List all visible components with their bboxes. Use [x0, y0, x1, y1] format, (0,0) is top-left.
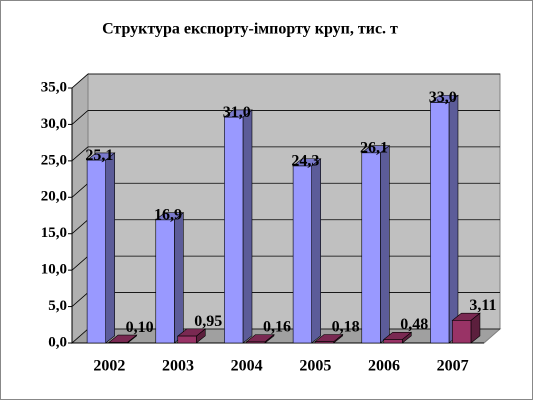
- bar-side: [380, 145, 390, 344]
- y-tick-label: 25,0: [41, 152, 67, 168]
- bar: [430, 102, 450, 344]
- value-label: 25,1: [85, 147, 113, 164]
- y-tick-label: 5,0: [48, 298, 67, 314]
- bar: [86, 159, 106, 344]
- value-label: 0,95: [194, 313, 222, 330]
- bar-side: [174, 212, 184, 344]
- grid-line-side: [71, 182, 89, 198]
- bar-side: [448, 94, 459, 344]
- chart-title: Структура експорту-імпорту круп, тис. т: [102, 21, 398, 38]
- y-tick-label: 10,0: [41, 262, 67, 278]
- bar: [314, 341, 334, 344]
- value-label: 33,0: [429, 89, 457, 106]
- bar: [383, 339, 403, 344]
- x-tick-label: 2002: [93, 358, 125, 375]
- x-tick-label: 2007: [437, 358, 469, 375]
- value-label: 31,0: [223, 104, 251, 121]
- grid-line-side: [71, 73, 89, 89]
- value-label: 24,3: [291, 153, 319, 170]
- bar: [177, 335, 197, 344]
- x-tick-label: 2005: [299, 358, 331, 375]
- value-label: 0,10: [126, 319, 154, 336]
- value-label: 0,18: [332, 318, 360, 335]
- y-tick-label: 20,0: [41, 189, 67, 205]
- grid-line-side: [71, 292, 89, 307]
- grid-line-side: [71, 146, 89, 162]
- bar-side: [105, 152, 115, 344]
- value-label: 26,1: [360, 140, 388, 157]
- bar: [361, 152, 381, 344]
- bar: [292, 165, 312, 344]
- x-tick-label: 2003: [162, 358, 194, 375]
- bar: [246, 341, 266, 344]
- y-tick-label: 15,0: [41, 225, 67, 241]
- side-wall: [71, 72, 89, 345]
- y-tick-label: 35,0: [41, 79, 67, 95]
- bar: [224, 116, 244, 344]
- y-tick-label: 30,0: [41, 116, 67, 132]
- value-label: 0,16: [263, 319, 291, 336]
- bar: [155, 219, 175, 344]
- bar: [108, 341, 128, 344]
- value-label: 16,9: [154, 207, 182, 224]
- bar: [452, 320, 472, 344]
- value-label: 0,48: [400, 316, 428, 333]
- bar-side: [242, 109, 253, 344]
- x-tick-label: 2006: [368, 358, 400, 375]
- grid-line-side: [71, 110, 89, 125]
- x-tick-label: 2004: [231, 358, 263, 375]
- grid-line-side: [71, 255, 89, 271]
- y-tick-label: 0,0: [48, 334, 67, 350]
- grid-line-side: [71, 219, 89, 235]
- grid-line-side: [71, 328, 89, 344]
- value-label: 3,11: [469, 297, 496, 314]
- bar-side: [311, 158, 321, 344]
